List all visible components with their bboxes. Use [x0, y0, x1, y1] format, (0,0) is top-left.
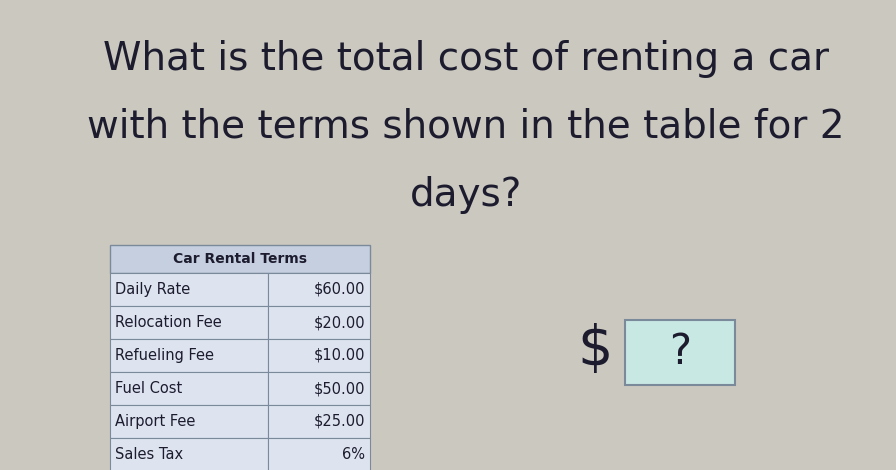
Text: Car Rental Terms: Car Rental Terms [173, 252, 307, 266]
Text: Daily Rate: Daily Rate [115, 282, 190, 297]
FancyBboxPatch shape [268, 339, 370, 372]
FancyBboxPatch shape [268, 405, 370, 438]
Text: $10.00: $10.00 [314, 348, 365, 363]
FancyBboxPatch shape [268, 306, 370, 339]
FancyBboxPatch shape [110, 245, 370, 273]
FancyBboxPatch shape [268, 438, 370, 470]
FancyBboxPatch shape [110, 405, 268, 438]
FancyBboxPatch shape [110, 306, 268, 339]
Text: Relocation Fee: Relocation Fee [115, 315, 221, 330]
Text: Airport Fee: Airport Fee [115, 414, 195, 429]
Text: $: $ [577, 323, 613, 377]
Text: $50.00: $50.00 [314, 381, 365, 396]
FancyBboxPatch shape [110, 273, 268, 306]
Text: 6%: 6% [342, 447, 365, 462]
FancyBboxPatch shape [625, 320, 735, 385]
Text: days?: days? [409, 176, 522, 214]
Text: What is the total cost of renting a car: What is the total cost of renting a car [103, 40, 829, 78]
FancyBboxPatch shape [110, 339, 268, 372]
FancyBboxPatch shape [110, 438, 268, 470]
FancyBboxPatch shape [268, 372, 370, 405]
Text: ?: ? [669, 331, 691, 374]
Text: $60.00: $60.00 [314, 282, 365, 297]
Text: $25.00: $25.00 [314, 414, 365, 429]
Text: with the terms shown in the table for 2: with the terms shown in the table for 2 [87, 108, 845, 146]
Text: Fuel Cost: Fuel Cost [115, 381, 182, 396]
FancyBboxPatch shape [268, 273, 370, 306]
Text: $20.00: $20.00 [314, 315, 365, 330]
Text: Refueling Fee: Refueling Fee [115, 348, 214, 363]
FancyBboxPatch shape [110, 372, 268, 405]
Text: Sales Tax: Sales Tax [115, 447, 183, 462]
